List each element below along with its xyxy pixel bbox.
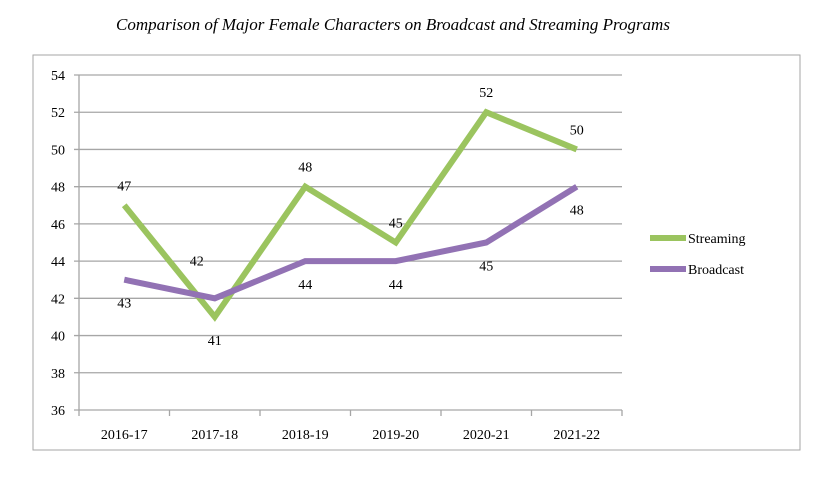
y-tick-label: 54: [51, 69, 65, 84]
x-tick-label: 2021-22: [553, 428, 600, 443]
x-tick-label: 2017-18: [191, 428, 238, 443]
data-label: 48: [298, 161, 312, 176]
y-tick-label: 38: [51, 367, 65, 382]
x-tick-label: 2018-19: [282, 428, 329, 443]
x-tick-label: 2019-20: [372, 428, 419, 443]
y-tick-label: 52: [51, 106, 65, 121]
data-label: 43: [117, 297, 131, 312]
y-tick-label: 40: [51, 330, 65, 345]
y-tick-label: 42: [51, 292, 65, 307]
data-label: 44: [389, 278, 403, 293]
data-label: 45: [389, 217, 403, 232]
x-tick-label: 2016-17: [101, 428, 148, 443]
series-line-streaming: [121, 108, 578, 322]
y-tick-label: 48: [51, 181, 65, 196]
data-label: 41: [208, 334, 222, 349]
y-tick-label: 50: [51, 143, 65, 158]
x-tick-label: 2020-21: [463, 428, 510, 443]
y-tick-label: 36: [51, 404, 65, 419]
y-tick-label: 46: [51, 218, 65, 233]
data-label: 44: [298, 278, 312, 293]
data-label: 48: [570, 204, 584, 219]
data-label: 45: [479, 260, 493, 275]
chart-title: Comparison of Major Female Characters on…: [116, 15, 670, 34]
legend-label: Streaming: [688, 232, 746, 247]
chart-border: [32, 54, 801, 451]
data-label: 50: [570, 123, 584, 138]
data-label: 52: [479, 86, 493, 101]
series-line-broadcast: [123, 184, 579, 302]
legend-label: Broadcast: [688, 263, 744, 278]
data-label: 47: [117, 179, 131, 194]
data-label: 42: [190, 254, 204, 269]
y-tick-label: 44: [51, 255, 65, 270]
